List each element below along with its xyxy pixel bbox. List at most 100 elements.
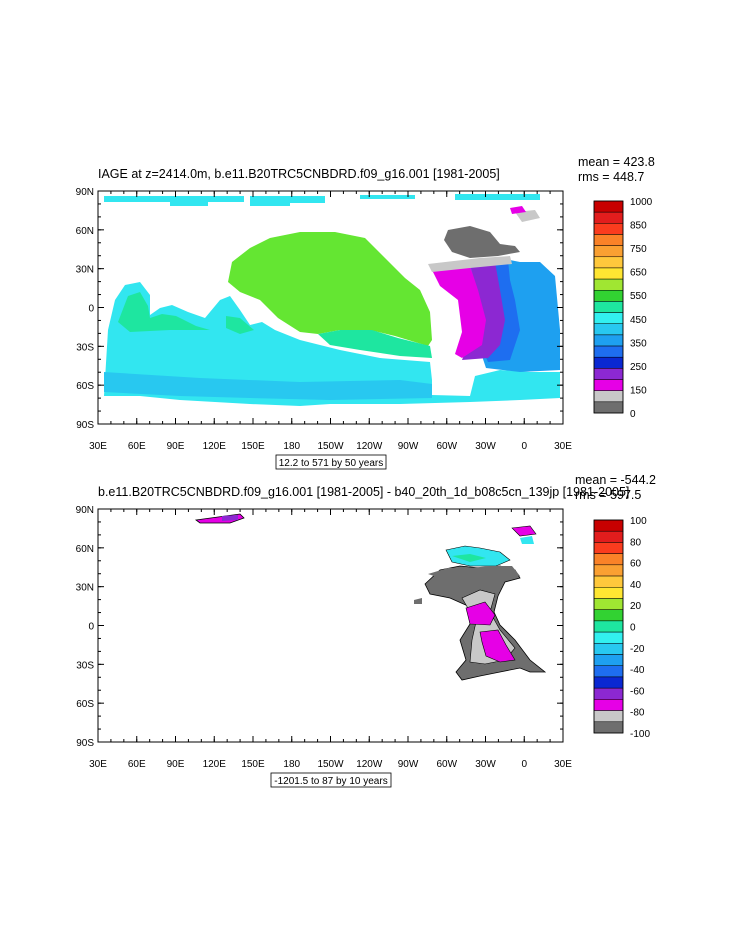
lon-label: 150W: [317, 441, 344, 452]
panel-1-info-box: 12.2 to 571 by 50 years: [275, 454, 387, 470]
panel-1-rms: rms = 448.7: [578, 170, 644, 184]
panel-2-title: b.e11.B20TRC5CNBDRD.f09_g16.001 [1981-20…: [98, 485, 629, 499]
lon-label: 90W: [398, 441, 419, 452]
colorbar-swatch: [593, 519, 624, 532]
lat-label: 90N: [76, 187, 94, 198]
colorbar-swatch: [593, 345, 624, 358]
colorbar-swatch: [593, 245, 624, 258]
lon-label: 0: [521, 441, 527, 452]
panel-1-colorbar: 1000 850 750 650 550 450 350 250 150 0: [593, 197, 653, 420]
lon-label: 60E: [128, 759, 146, 770]
colorbar-label: 0: [630, 623, 636, 634]
lon-label: 180: [283, 441, 300, 452]
lat-label: 60S: [76, 381, 94, 392]
colorbar-swatch: [593, 368, 624, 380]
colorbar-swatch: [593, 699, 624, 711]
colorbar-swatch: [593, 687, 624, 700]
lon-label: 30E: [89, 441, 107, 452]
colorbar-swatch: [593, 710, 624, 723]
lat-label: 0: [88, 304, 94, 315]
colorbar-label: 250: [630, 362, 647, 373]
pacific-field: [228, 232, 432, 346]
lon-label: 150W: [317, 759, 344, 770]
lon-label: 120E: [203, 759, 227, 770]
panel-1-lat-labels: 90N 60N 30N 0 30S 60S 90S: [76, 187, 95, 431]
arctic-field: [104, 196, 244, 206]
colorbar-swatch: [593, 542, 624, 554]
lon-label: 180: [283, 759, 300, 770]
lat-label: 30S: [76, 342, 94, 353]
lon-label: 120W: [356, 441, 383, 452]
lon-label: 0: [521, 759, 527, 770]
colorbar-label: 450: [630, 315, 647, 326]
colorbar-swatch: [593, 564, 624, 577]
colorbar-swatch: [593, 631, 624, 644]
colorbar-swatch: [593, 609, 624, 622]
lon-label: 30E: [89, 759, 107, 770]
lon-label: 90E: [167, 441, 185, 452]
lon-label: 120W: [356, 759, 383, 770]
colorbar-swatch: [593, 721, 624, 734]
lon-label: 60E: [128, 441, 146, 452]
colorbar-swatch: [593, 200, 624, 213]
colorbar-swatch: [593, 223, 624, 235]
panel-2-lat-labels: 90N 60N 30N 0 30S 60S 90S: [76, 505, 95, 749]
colorbar-swatch: [593, 323, 624, 336]
colorbar-swatch: [593, 267, 624, 280]
colorbar-swatch: [593, 643, 624, 655]
svg-text:-1201.5 to 87 by 10 years: -1201.5 to 87 by 10 years: [274, 776, 387, 787]
colorbar-swatch: [593, 312, 624, 324]
lon-label: 90W: [398, 759, 419, 770]
colorbar-swatch: [593, 256, 624, 269]
colorbar-swatch: [593, 390, 624, 403]
colorbar-label: -100: [630, 729, 650, 740]
colorbar-label: 1000: [630, 197, 653, 208]
colorbar-swatch: [593, 278, 624, 291]
colorbar-swatch: [593, 620, 624, 633]
lon-label: 90E: [167, 759, 185, 770]
lon-label: 60W: [436, 441, 457, 452]
panel-1-ticks: [97, 190, 564, 425]
lat-label: 60N: [76, 544, 94, 555]
colorbar-swatch: [593, 530, 624, 543]
colorbar-swatch: [593, 234, 624, 246]
lon-label: 30W: [475, 759, 496, 770]
lat-label: 30N: [76, 265, 94, 276]
lon-label: 30E: [554, 759, 572, 770]
colorbar-swatch: [593, 676, 624, 689]
panel-2-lon-labels: 30E 60E 90E 120E 150E 180 150W 120W 90W 60W 30W 0 30…: [89, 759, 572, 770]
colorbar-swatch: [593, 587, 624, 599]
lon-label: 30W: [475, 441, 496, 452]
colorbar-label: 550: [630, 291, 647, 302]
colorbar-swatch: [593, 211, 624, 224]
colorbar-label: 350: [630, 338, 647, 349]
colorbar-swatch: [593, 356, 624, 369]
indian-ocean-field: [104, 282, 560, 406]
lat-label: 90N: [76, 505, 94, 516]
colorbar-label: -20: [630, 644, 645, 655]
panel-1-lon-labels: 30E 60E 90E 120E 150E 180 150W 120W 90W 60W 30W 0 30…: [89, 441, 572, 452]
svg-text:12.2 to 571 by 50 years: 12.2 to 571 by 50 years: [279, 458, 384, 469]
panel-1-title: IAGE at z=2414.0m, b.e11.B20TRC5CNBDRD.f…: [98, 167, 500, 181]
lon-label: 30E: [554, 441, 572, 452]
panel-1: IAGE at z=2414.0m, b.e11.B20TRC5CNBDRD.f…: [76, 155, 655, 470]
colorbar-swatch: [593, 401, 624, 414]
lon-label: 120E: [203, 441, 227, 452]
panel-1-map: 90N 60N 30N 0 30S 60S 90S 30E 60E 90E 120E 150E 180…: [76, 187, 573, 452]
colorbar-label: 40: [630, 580, 642, 591]
panel-2: b.e11.B20TRC5CNBDRD.f09_g16.001 [1981-20…: [76, 473, 656, 788]
panel-1-mean: mean = 423.8: [578, 155, 655, 169]
colorbar-swatch: [593, 301, 624, 313]
colorbar-swatch: [593, 575, 624, 588]
colorbar-swatch: [593, 379, 624, 391]
colorbar-swatch: [593, 598, 624, 610]
colorbar-swatch: [593, 334, 624, 347]
lat-label: 90S: [76, 420, 94, 431]
colorbar-label: 20: [630, 601, 642, 612]
colorbar-label: 80: [630, 537, 642, 548]
lat-label: 30S: [76, 660, 94, 671]
lon-label: 150E: [241, 441, 265, 452]
colorbar-label: -80: [630, 708, 645, 719]
panel-2-colorbar: 100 80 60 40 20 0 -20 -40 -60 -80 -100: [593, 516, 650, 740]
